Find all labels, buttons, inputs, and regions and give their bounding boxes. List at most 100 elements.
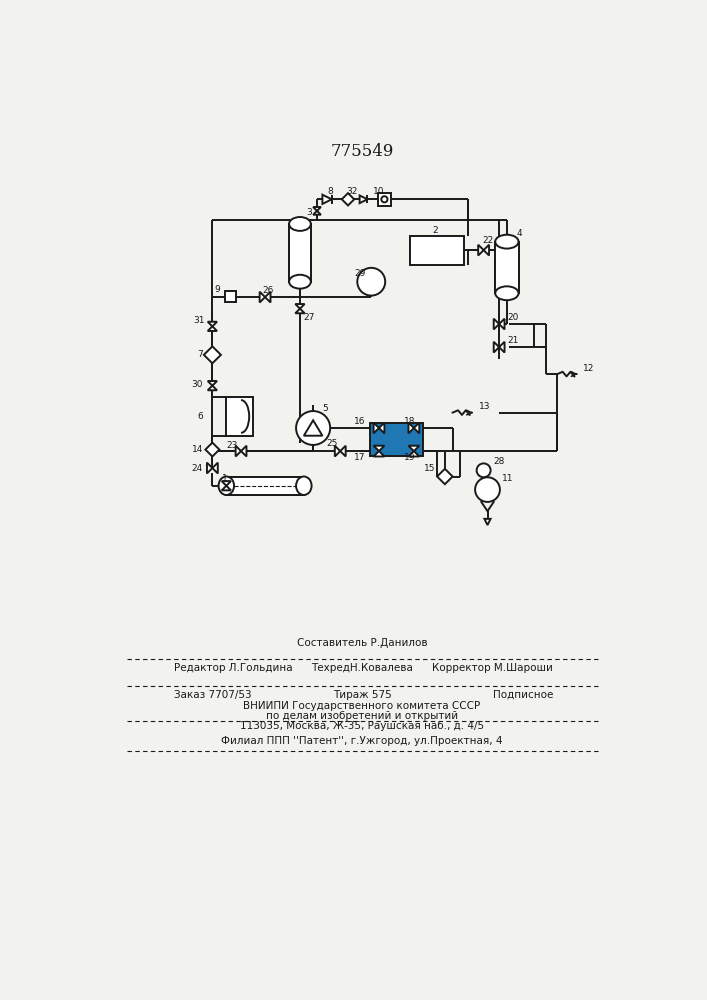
Polygon shape bbox=[373, 446, 385, 451]
Ellipse shape bbox=[296, 477, 312, 495]
Text: Подписное: Подписное bbox=[493, 690, 554, 700]
Polygon shape bbox=[222, 481, 231, 486]
Text: Филиал ППП ''Патент'', г.Ужгород, ул.Проектная, 4: Филиал ППП ''Патент'', г.Ужгород, ул.Про… bbox=[221, 736, 503, 746]
Text: 22: 22 bbox=[483, 236, 494, 245]
Polygon shape bbox=[409, 451, 419, 456]
Polygon shape bbox=[241, 446, 247, 456]
Polygon shape bbox=[335, 446, 340, 456]
Text: 5: 5 bbox=[322, 404, 328, 413]
Text: 26: 26 bbox=[262, 286, 274, 295]
Text: 7: 7 bbox=[197, 350, 203, 359]
Text: 29: 29 bbox=[354, 269, 366, 278]
Polygon shape bbox=[313, 207, 321, 211]
Polygon shape bbox=[304, 420, 322, 436]
Text: ВНИИПИ Государственного комитета СССР: ВНИИПИ Государственного комитета СССР bbox=[243, 701, 481, 711]
Text: 16: 16 bbox=[354, 417, 365, 426]
Circle shape bbox=[381, 196, 387, 202]
Text: 13: 13 bbox=[479, 402, 491, 411]
Text: по делам изобретений и открытий: по делам изобретений и открытий bbox=[266, 711, 458, 721]
Circle shape bbox=[477, 463, 491, 477]
Text: 23: 23 bbox=[226, 441, 238, 450]
Polygon shape bbox=[340, 446, 346, 456]
Bar bbox=[226, 477, 304, 495]
Polygon shape bbox=[296, 309, 305, 313]
Text: 24: 24 bbox=[192, 464, 203, 473]
Polygon shape bbox=[484, 519, 491, 525]
Polygon shape bbox=[208, 326, 217, 331]
Text: 27: 27 bbox=[304, 313, 315, 322]
Polygon shape bbox=[208, 381, 217, 386]
Text: 1: 1 bbox=[222, 474, 228, 483]
Circle shape bbox=[475, 477, 500, 502]
Text: 20: 20 bbox=[507, 313, 518, 322]
Polygon shape bbox=[484, 245, 489, 256]
Text: 11: 11 bbox=[502, 474, 514, 483]
Bar bbox=[370, 423, 423, 456]
Text: 4: 4 bbox=[517, 229, 522, 238]
Circle shape bbox=[357, 268, 385, 296]
Polygon shape bbox=[373, 451, 385, 456]
Polygon shape bbox=[478, 245, 484, 256]
Polygon shape bbox=[212, 463, 218, 473]
Polygon shape bbox=[379, 423, 385, 433]
Polygon shape bbox=[499, 319, 505, 329]
Polygon shape bbox=[414, 423, 419, 433]
Polygon shape bbox=[296, 304, 305, 309]
Text: 2: 2 bbox=[432, 226, 438, 235]
Text: ТехредН.Ковалева: ТехредН.Ковалева bbox=[311, 663, 413, 673]
Text: 28: 28 bbox=[493, 457, 504, 466]
Ellipse shape bbox=[495, 286, 518, 300]
Text: 31: 31 bbox=[193, 316, 204, 325]
Text: 18: 18 bbox=[404, 417, 416, 426]
Polygon shape bbox=[493, 319, 499, 329]
Polygon shape bbox=[409, 446, 419, 451]
Polygon shape bbox=[360, 195, 368, 203]
Polygon shape bbox=[222, 486, 231, 490]
Text: 775549: 775549 bbox=[330, 143, 394, 160]
Text: Заказ 7707/53: Заказ 7707/53 bbox=[174, 690, 251, 700]
Bar bbox=[225, 291, 236, 302]
Text: 113035, Москва, Ж-35, Раушская наб., д. 4/5: 113035, Москва, Ж-35, Раушская наб., д. … bbox=[240, 721, 484, 731]
Text: 9: 9 bbox=[214, 285, 220, 294]
Polygon shape bbox=[313, 211, 321, 215]
Ellipse shape bbox=[289, 217, 311, 231]
Text: 8: 8 bbox=[327, 187, 333, 196]
Ellipse shape bbox=[289, 275, 311, 289]
Polygon shape bbox=[235, 446, 241, 456]
Polygon shape bbox=[409, 423, 414, 433]
Polygon shape bbox=[341, 193, 354, 205]
Polygon shape bbox=[207, 463, 212, 473]
Text: 15: 15 bbox=[424, 464, 436, 473]
Polygon shape bbox=[206, 443, 219, 456]
Text: 32: 32 bbox=[346, 187, 358, 196]
Text: Корректор М.Шароши: Корректор М.Шароши bbox=[433, 663, 554, 673]
Text: Составитель Р.Данилов: Составитель Р.Данилов bbox=[297, 638, 427, 648]
Polygon shape bbox=[265, 292, 271, 302]
Bar bbox=[226, 397, 252, 436]
Polygon shape bbox=[499, 342, 505, 353]
Polygon shape bbox=[493, 342, 499, 353]
Polygon shape bbox=[208, 386, 217, 390]
Text: 21: 21 bbox=[507, 336, 518, 345]
Polygon shape bbox=[204, 346, 221, 363]
Text: 19: 19 bbox=[404, 453, 416, 462]
Text: 30: 30 bbox=[192, 380, 203, 389]
Bar bbox=[410, 235, 464, 265]
Polygon shape bbox=[322, 195, 332, 204]
Circle shape bbox=[296, 411, 330, 445]
Ellipse shape bbox=[218, 477, 234, 495]
Polygon shape bbox=[437, 469, 452, 484]
Text: Тираж 575: Тираж 575 bbox=[332, 690, 392, 700]
Text: 25: 25 bbox=[326, 439, 337, 448]
Text: 6: 6 bbox=[197, 412, 203, 421]
Text: 17: 17 bbox=[354, 453, 365, 462]
Polygon shape bbox=[373, 423, 379, 433]
Text: 14: 14 bbox=[192, 445, 203, 454]
Ellipse shape bbox=[495, 235, 518, 249]
Bar bbox=[495, 242, 518, 293]
Text: 12: 12 bbox=[583, 364, 594, 373]
Polygon shape bbox=[259, 292, 265, 302]
Text: 3: 3 bbox=[306, 208, 312, 217]
Polygon shape bbox=[208, 322, 217, 326]
Text: 10: 10 bbox=[373, 187, 385, 196]
